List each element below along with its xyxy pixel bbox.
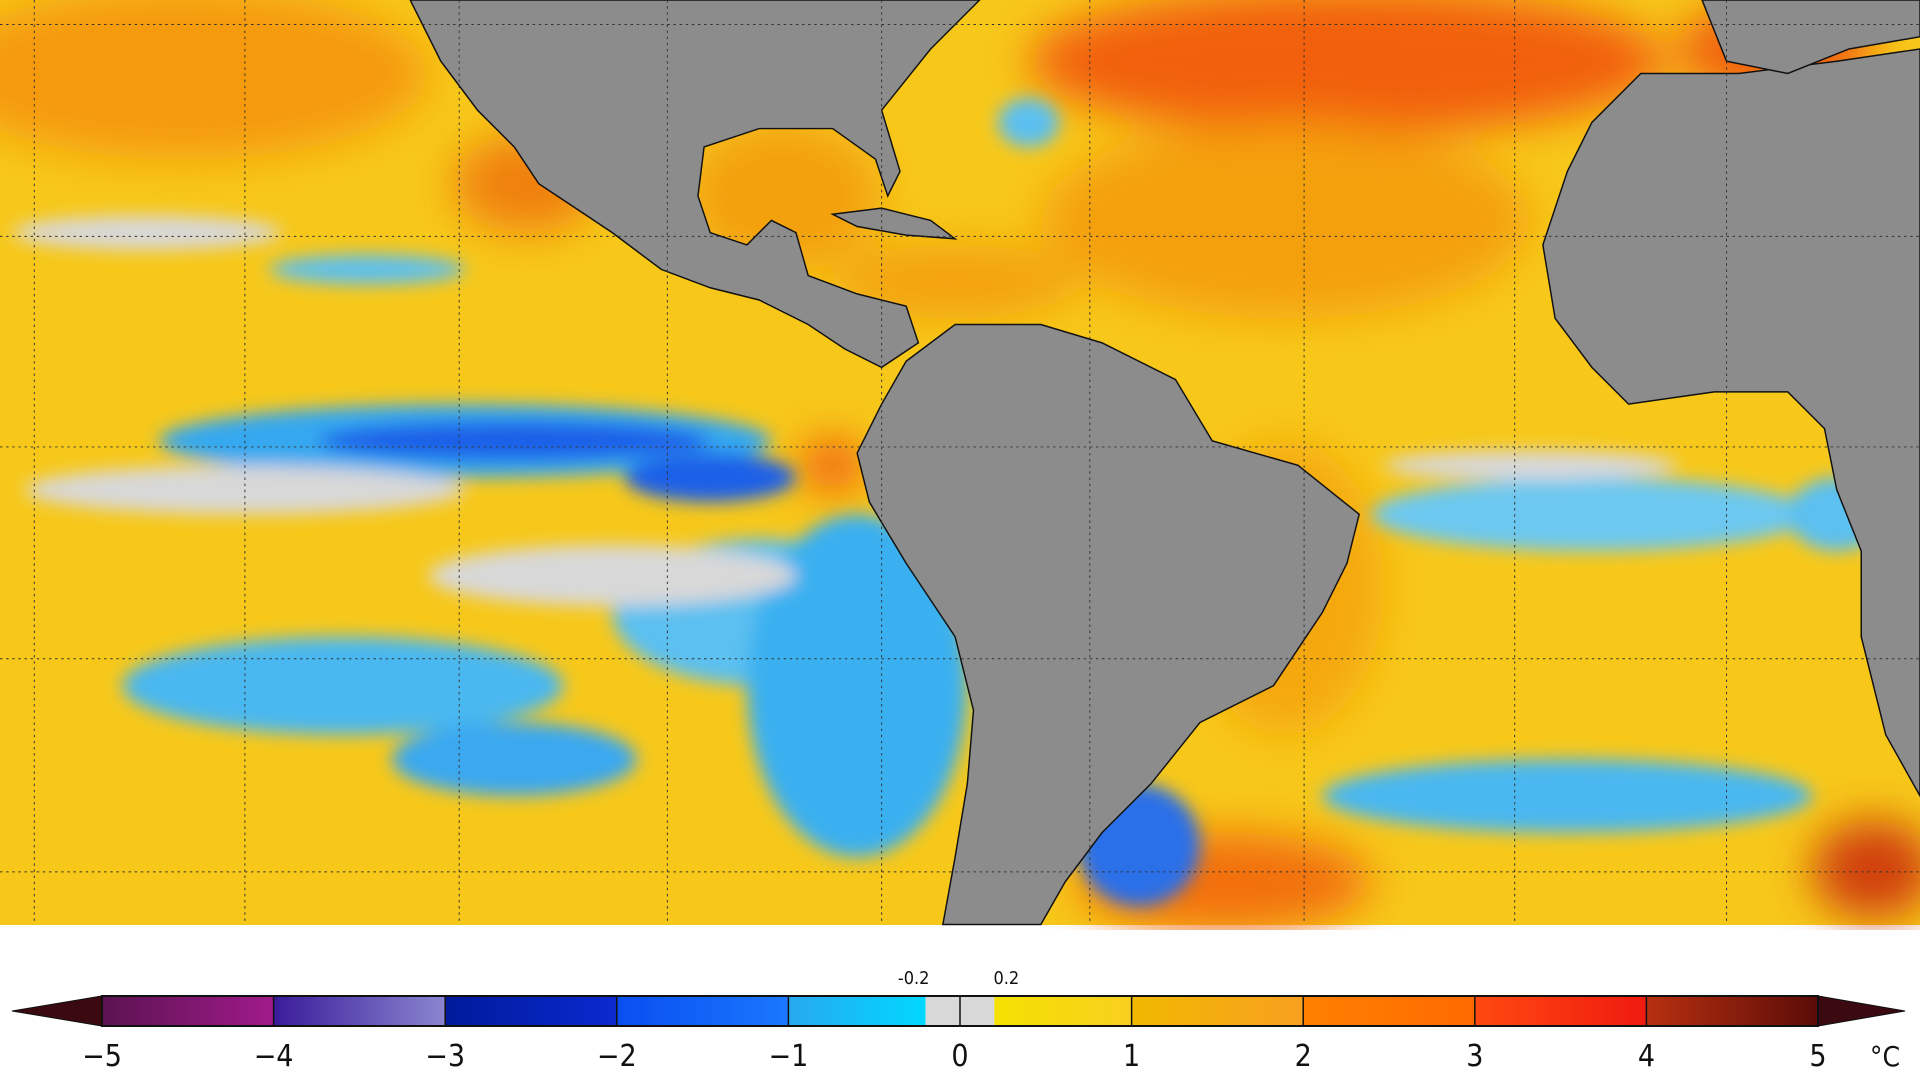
colorbar-tick-label: 5 — [1809, 1039, 1826, 1074]
colorbar-small-label: 0.2 — [993, 968, 1019, 989]
colorbar-segment — [1646, 996, 1818, 1026]
colorbar-segment — [445, 996, 617, 1026]
south-america — [856, 323, 1361, 926]
colorbar-tick-label: −3 — [425, 1039, 465, 1074]
colorbar-tick-label: 2 — [1295, 1039, 1312, 1074]
north-central-america — [409, 0, 981, 369]
colorbar-under-arrow — [11, 995, 103, 1027]
colorbar-segment — [616, 996, 789, 1026]
colorbar-over-arrow — [1817, 995, 1906, 1027]
colorbar-segment — [1303, 996, 1475, 1026]
colorbar-small-label: -0.2 — [898, 968, 930, 989]
colorbar-tick-label: −4 — [254, 1039, 294, 1074]
colorbar-tick-label: 3 — [1466, 1039, 1483, 1074]
graticule — [0, 0, 1920, 925]
sst-anomaly-map — [0, 0, 1920, 930]
land — [409, 0, 1920, 926]
colorbar-tick-label: 1 — [1123, 1039, 1140, 1074]
colorbar-segment — [994, 996, 1132, 1026]
colorbar-tick-label: 0 — [951, 1039, 968, 1074]
colorbar: −5 −4 −3 −2 −1 0 1 2 3 4 5 -0.2 0.2 °C — [11, 968, 1906, 1074]
colorbar-tick-label: 4 — [1638, 1039, 1655, 1074]
africa — [1542, 48, 1920, 798]
colorbar-segment — [1131, 996, 1304, 1026]
colorbar-tick-label: −1 — [769, 1039, 809, 1074]
colorbar-unit-label: °C — [1870, 1040, 1900, 1073]
colorbar-segment — [273, 996, 446, 1026]
colorbar-tick-label: −5 — [82, 1039, 122, 1074]
colorbar-segment — [788, 996, 926, 1026]
cool-anomaly-areas — [12, 97, 1886, 907]
colorbar-segment — [1474, 996, 1647, 1026]
colorbar-tick-label: −2 — [597, 1039, 637, 1074]
colorbar-segment — [102, 996, 274, 1026]
